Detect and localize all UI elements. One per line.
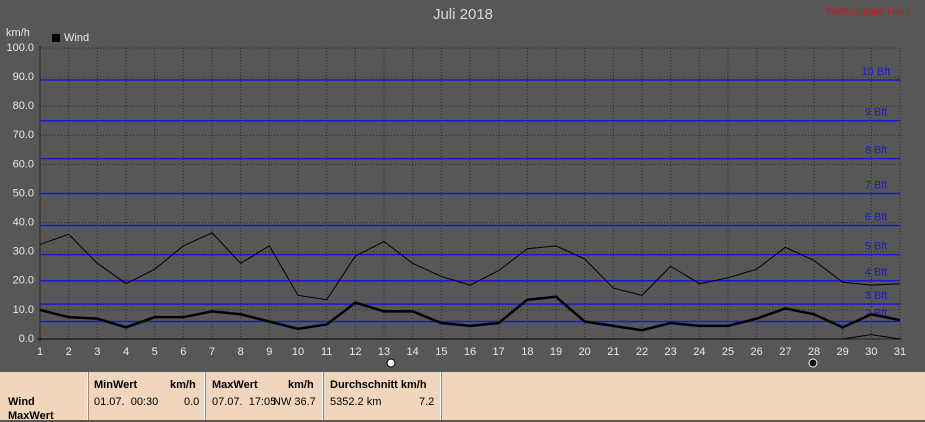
x-tick-label: 7 <box>209 346 215 358</box>
data-line <box>39 232 901 301</box>
beaufort-label: 6 Bft <box>865 211 888 223</box>
y-tick-label: 70.0 <box>13 129 34 141</box>
x-tick-label: 3 <box>94 346 100 358</box>
x-tick-label: 16 <box>464 346 476 358</box>
row-label: MaxWert <box>8 410 54 422</box>
y-tick-label: 0.0 <box>19 333 34 345</box>
beaufort-label: 10 Bft <box>862 66 891 78</box>
chart: Juli 2018 Wetterstation Halle km/h Wind … <box>6 6 911 368</box>
x-tick-label: 14 <box>407 346 419 358</box>
x-tick-label: 30 <box>865 346 877 358</box>
x-tick-label: 29 <box>837 346 849 358</box>
x-tick-label: 5 <box>152 346 158 358</box>
x-tick-label: 1 <box>37 346 43 358</box>
col-title: MinWert <box>94 379 138 391</box>
x-tick-label: 9 <box>266 346 272 358</box>
separator <box>440 372 442 420</box>
avg-total: 5352.2 km <box>330 396 382 408</box>
x-tick-label: 8 <box>238 346 244 358</box>
beaufort-label: 7 Bft <box>865 179 888 191</box>
x-tick-label: 2 <box>66 346 72 358</box>
separator <box>87 372 89 420</box>
x-tick-label: 18 <box>521 346 533 358</box>
y-tick-label: 10.0 <box>13 304 34 316</box>
chart-title: Juli 2018 <box>433 6 493 23</box>
x-tick-label: 24 <box>693 346 705 358</box>
separator <box>204 372 206 420</box>
y-tick-label: 50.0 <box>13 187 34 199</box>
x-tick-label: 21 <box>607 346 619 358</box>
beaufort-label: 8 Bft <box>865 144 888 156</box>
y-tick-label: 80.0 <box>13 100 34 112</box>
beaufort-label: 4 Bft <box>865 267 888 279</box>
x-tick-label: 31 <box>894 346 906 358</box>
y-tick-label: 60.0 <box>13 158 34 170</box>
x-tick-label: 17 <box>493 346 505 358</box>
max-value: NW 36.7 <box>273 396 316 408</box>
beaufort-label: 3 Bft <box>865 290 888 302</box>
min-value: 0.0 <box>184 396 200 408</box>
x-tick-label: 12 <box>349 346 361 358</box>
row-label: Wind <box>8 396 35 408</box>
y-tick-label: 20.0 <box>13 275 34 287</box>
y-tick-label: 100.0 <box>6 42 34 54</box>
y-tick-label: 40.0 <box>13 217 34 229</box>
moon-icon <box>386 358 396 368</box>
avg-value: 7.2 <box>419 396 435 408</box>
x-tick-label: 15 <box>435 346 447 358</box>
x-tick-label: 28 <box>808 346 820 358</box>
beaufort-label: 5 Bft <box>865 241 888 253</box>
moon-icon <box>808 358 818 368</box>
y-tick-label: 90.0 <box>13 71 34 83</box>
station-name: Wetterstation Halle <box>826 7 911 18</box>
x-tick-label: 6 <box>180 346 186 358</box>
x-tick-label: 25 <box>722 346 734 358</box>
x-tick-label: 20 <box>579 346 591 358</box>
x-tick-label: 22 <box>636 346 648 358</box>
data-line <box>39 295 901 332</box>
col-title: Durchschnitt km/h <box>330 379 427 391</box>
col-unit: km/h <box>288 379 314 391</box>
x-tick-label: 10 <box>292 346 304 358</box>
max-date: 07.07. 17:05 <box>212 396 277 408</box>
col-unit: km/h <box>170 379 196 391</box>
x-tick-label: 27 <box>779 346 791 358</box>
x-tick-label: 4 <box>123 346 129 358</box>
stats-panel: Wind MaxWert MinWert km/h 01.07. 00:30 0… <box>0 372 925 422</box>
x-tick-label: 11 <box>321 346 332 358</box>
y-axis-label: km/h <box>6 27 30 39</box>
y-tick-label: 30.0 <box>13 246 34 258</box>
x-tick-label: 23 <box>665 346 677 358</box>
x-tick-label: 26 <box>751 346 763 358</box>
separator <box>322 372 324 420</box>
legend-label: Wind <box>64 32 89 44</box>
beaufort-label: 9 Bft <box>865 107 888 119</box>
min-date: 01.07. 00:30 <box>94 396 159 408</box>
data-line <box>40 334 901 340</box>
legend-swatch <box>52 34 60 42</box>
x-tick-label: 19 <box>550 346 562 358</box>
col-title: MaxWert <box>212 379 258 391</box>
x-tick-label: 13 <box>378 346 390 358</box>
